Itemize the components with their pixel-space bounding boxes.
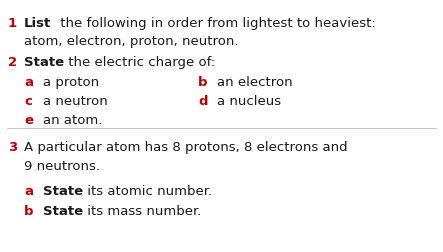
Text: State: State — [43, 184, 83, 197]
Text: its atomic number.: its atomic number. — [83, 184, 212, 197]
Text: d: d — [198, 94, 207, 108]
Text: b: b — [24, 204, 34, 217]
Text: a nucleus: a nucleus — [217, 94, 281, 108]
Text: State: State — [43, 204, 83, 217]
Text: an atom.: an atom. — [43, 114, 102, 127]
Text: a: a — [24, 76, 33, 89]
Text: a neutron: a neutron — [43, 94, 108, 108]
Text: A particular atom has 8 protons, 8 electrons and: A particular atom has 8 protons, 8 elect… — [24, 140, 348, 153]
Text: 9 neutrons.: 9 neutrons. — [24, 159, 100, 172]
Text: List: List — [24, 17, 51, 30]
Text: e: e — [24, 114, 33, 127]
Text: c: c — [24, 94, 32, 108]
Text: its mass number.: its mass number. — [83, 204, 202, 217]
Text: 2: 2 — [8, 56, 17, 69]
Text: b: b — [198, 76, 207, 89]
Text: the electric charge of:: the electric charge of: — [64, 56, 215, 69]
Text: an electron: an electron — [217, 76, 293, 89]
Text: 3: 3 — [8, 140, 17, 153]
Text: 1: 1 — [8, 17, 17, 30]
Text: State: State — [24, 56, 64, 69]
Text: the following in order from lightest to heaviest:: the following in order from lightest to … — [56, 17, 376, 30]
Text: a: a — [24, 184, 33, 197]
Text: a proton: a proton — [43, 76, 99, 89]
Text: atom, electron, proton, neutron.: atom, electron, proton, neutron. — [24, 35, 238, 48]
